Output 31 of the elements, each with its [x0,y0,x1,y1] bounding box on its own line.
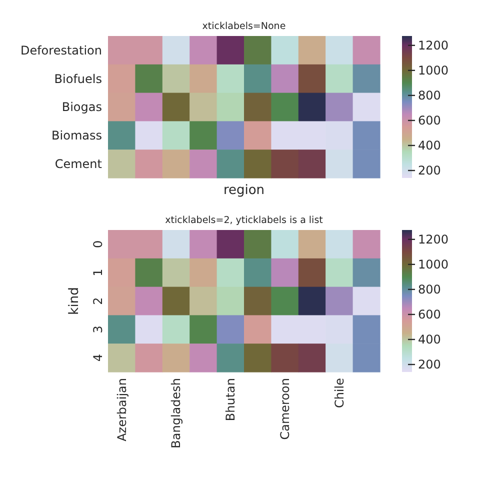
y-axis-title: kind [67,287,82,315]
color-bar-label: 600 [418,308,441,322]
x-tick-label: Chile [332,378,346,408]
color-bar-label: 1200 [418,232,449,247]
color-bar-label: 200 [418,358,441,372]
color-bar-label: 800 [418,88,441,103]
x-tick-label: Bangladesh [169,378,184,448]
y-tick-label: 2 [91,297,106,305]
color-bar-label: 200 [418,164,441,178]
y-tick-label: 3 [91,326,106,334]
chart-title: xticklabels=None [202,21,286,32]
chart-title: xticklabels=2, yticklabels is a list [165,215,324,226]
color-bar-label: 400 [418,138,441,153]
y-tick-label: Biogas [62,100,102,114]
x-tick-label: Cameroon [278,378,292,440]
color-bar-label: 1200 [418,38,449,53]
x-axis-title: region [223,183,265,198]
x-tick-label: Azerbaijan [114,378,129,442]
y-tick-label: 1 [91,268,106,276]
x-tick-label: Bhutan [224,378,238,422]
y-tick-label: Deforestation [20,43,102,58]
color-bar-label: 400 [418,332,441,347]
color-bar-label: 1000 [418,258,449,272]
color-bar-label: 800 [418,282,441,297]
y-tick-label: 0 [91,240,106,248]
y-tick-label: Biomass [52,128,102,143]
y-tick-label: 4 [91,354,106,362]
color-bar-label: 600 [418,114,441,128]
y-tick-label: Biofuels [54,72,102,86]
color-bar-label: 1000 [418,64,449,78]
y-tick-label: Cement [54,157,102,171]
